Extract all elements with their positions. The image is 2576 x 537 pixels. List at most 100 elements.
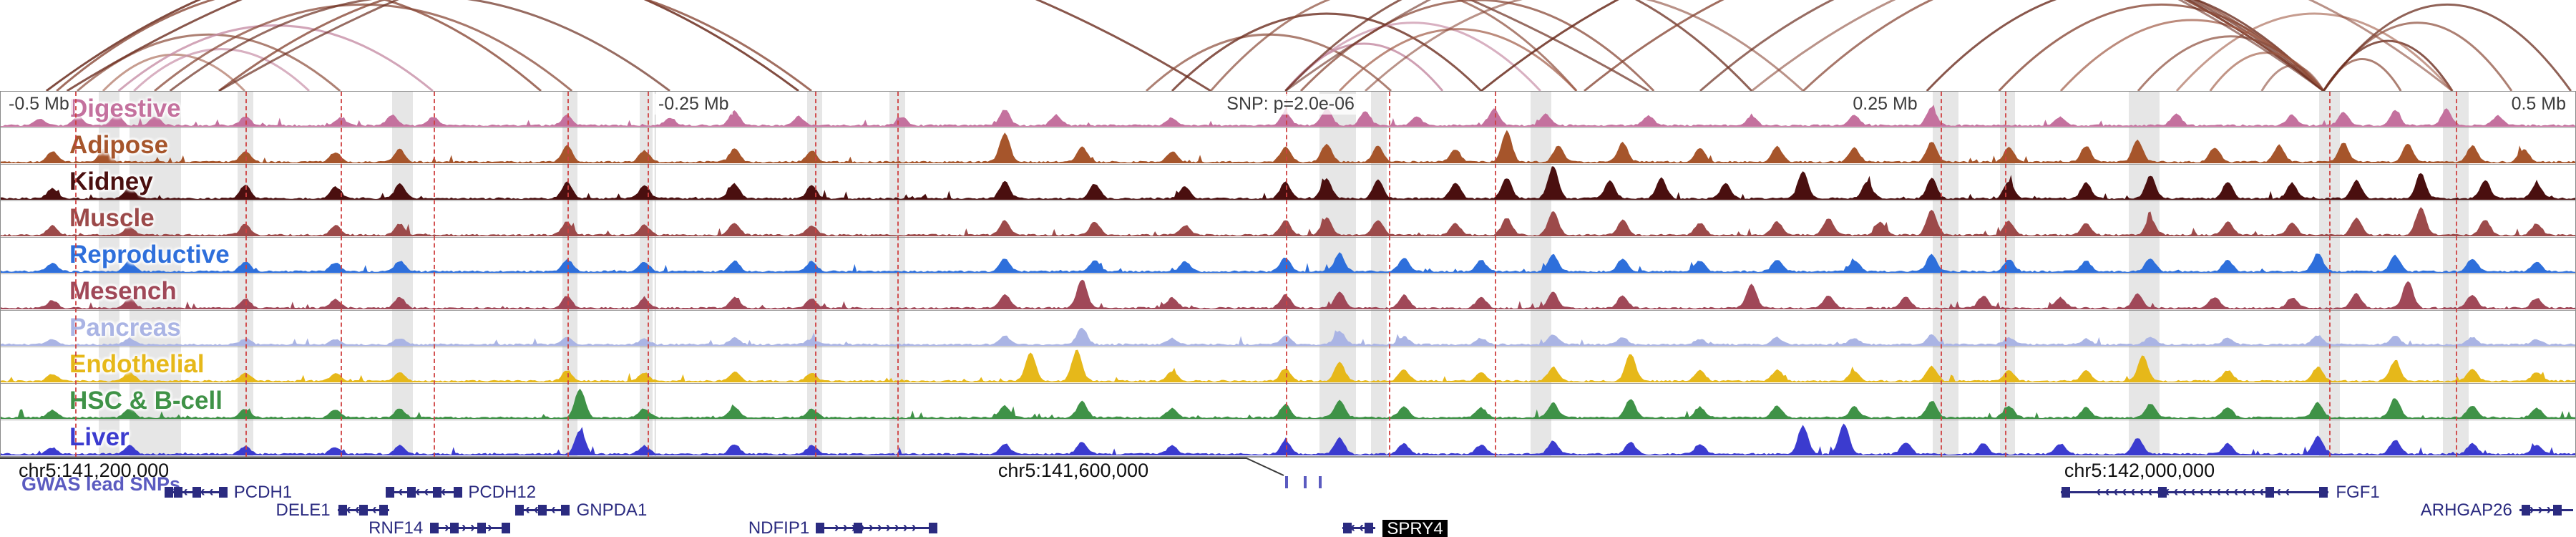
track-row-muscle[interactable]: Muscle <box>1 201 2575 238</box>
snp-pvalue-label: SNP: p=2.0e-06 <box>1223 94 1358 115</box>
ruler-leader-line <box>0 458 1284 476</box>
gene-exon <box>1365 523 1374 533</box>
highlight-band <box>130 92 181 457</box>
gene-body-gnpda1[interactable]: ‹‹‹‹ <box>515 502 570 518</box>
highlight-band <box>639 92 653 457</box>
gene-label-spry4[interactable]: SPRY4 <box>1382 520 1448 537</box>
track-row-liver[interactable]: Liver <box>1 420 2575 457</box>
track-row-hsc-b-cell[interactable]: HSC & B-cell <box>1 384 2575 420</box>
gene-exon <box>379 505 389 516</box>
track-label-mesench[interactable]: Mesench <box>69 277 177 305</box>
highlight-band <box>238 92 253 457</box>
interaction-arc <box>2322 4 2572 91</box>
track-row-endothelial[interactable]: Endothelial <box>1 347 2575 384</box>
signal-path <box>1 279 2575 309</box>
interaction-arc <box>1209 0 1578 91</box>
gene-intron-line <box>2061 491 2329 493</box>
gene-exon <box>816 523 825 533</box>
gene-label-pcdh1[interactable]: PCDH1 <box>233 483 293 502</box>
gene-exon <box>449 523 459 533</box>
interaction-arc <box>169 0 670 91</box>
gene-exon <box>2521 505 2530 516</box>
gene-body-pcdh1[interactable]: ‹‹‹‹‹ <box>164 484 228 500</box>
gene-label-fgf1[interactable]: FGF1 <box>2336 483 2380 502</box>
snp-dashed-line <box>647 92 649 457</box>
interaction-arc <box>1802 0 2325 91</box>
gene-exon <box>432 487 441 498</box>
interaction-arc <box>1284 21 1541 91</box>
coordinate-label-center: chr5:141,600,000 <box>997 460 1149 481</box>
track-row-kidney[interactable]: Kidney <box>1 165 2575 201</box>
track-row-pancreas[interactable]: Pancreas <box>1 311 2575 347</box>
gwas-snp-tick <box>1319 476 1322 488</box>
strand-right-arrows-icon: ›››››››››› <box>834 520 920 536</box>
gene-body-rnf14[interactable]: ›››››› <box>429 520 511 536</box>
track-label-pancreas[interactable]: Pancreas <box>69 314 181 342</box>
interaction-arc <box>1926 0 2325 91</box>
gene-intron-line <box>1342 527 1376 529</box>
snp-dashed-line <box>897 92 899 457</box>
gene-label-pcdh12[interactable]: PCDH12 <box>468 483 537 502</box>
track-label-kidney[interactable]: Kidney <box>69 168 153 195</box>
gene-exon <box>502 523 511 533</box>
ruler-label-plus-0.25mb: 0.25 Mb <box>1849 94 1921 115</box>
snp-dashed-line <box>2329 92 2331 457</box>
track-label-digestive[interactable]: Digestive <box>69 95 181 122</box>
track-row-digestive[interactable]: Digestive <box>1 92 2575 128</box>
gene-body-ndfip1[interactable]: ›››››››››› <box>816 520 938 536</box>
track-row-mesench[interactable]: Mesench <box>1 274 2575 311</box>
track-label-hsc-b-cell[interactable]: HSC & B-cell <box>69 387 223 415</box>
track-label-muscle[interactable]: Muscle <box>69 204 155 232</box>
track-row-reproductive[interactable]: Reproductive <box>1 238 2575 274</box>
snp-dashed-line <box>1286 92 1288 457</box>
gene-body-spry4[interactable]: ‹‹ <box>1342 520 1376 536</box>
interaction-arc <box>102 53 246 91</box>
interaction-arc <box>66 0 1211 91</box>
gene-label-arhgap26[interactable]: ARHGAP26 <box>2420 500 2512 520</box>
highlight-band <box>1531 92 1552 457</box>
signal-path <box>1 166 2575 200</box>
interaction-arc <box>1699 0 2325 91</box>
interaction-arc <box>2175 12 2454 91</box>
gwas-track-label: GWAS lead SNPs <box>21 473 181 495</box>
signal-track-panel[interactable]: Digestive Adipose Kidney Muscle Reproductive… <box>0 91 2576 458</box>
gene-annotation-track: ‹‹‹‹‹PCDH1‹‹‹‹‹‹PCDH12‹‹‹‹‹‹‹‹‹‹‹‹‹‹‹‹‹‹… <box>0 484 2576 537</box>
gene-exon <box>174 487 183 498</box>
signal-path <box>1 252 2575 273</box>
gene-label-ndfip1[interactable]: NDFIP1 <box>748 518 810 537</box>
gwas-lead-snps-track[interactable]: GWAS lead SNPs <box>0 473 2576 495</box>
track-label-endothelial[interactable]: Endothelial <box>69 350 205 378</box>
gwas-snp-tick <box>1303 476 1307 488</box>
interaction-arc <box>1480 0 2325 91</box>
track-label-reproductive[interactable]: Reproductive <box>69 241 230 268</box>
signal-plot-mesench <box>1 279 2575 309</box>
gene-exon <box>338 505 347 516</box>
signal-plot-reproductive <box>1 252 2575 273</box>
interaction-arc <box>1751 0 2454 91</box>
gene-label-gnpda1[interactable]: GNPDA1 <box>576 500 648 520</box>
track-row-adipose[interactable]: Adipose <box>1 128 2575 165</box>
track-label-liver[interactable]: Liver <box>69 423 130 451</box>
signal-path <box>1 423 2575 455</box>
coordinate-label-left: chr5:141,200,000 <box>19 460 170 481</box>
gene-body-fgf1[interactable]: ‹‹‹‹‹‹‹‹‹‹‹‹‹‹‹‹‹‹‹‹‹‹‹ <box>2061 484 2329 500</box>
interaction-arc <box>1284 0 1753 91</box>
snp-dashed-line <box>1940 92 1942 457</box>
snp-dashed-line <box>567 92 569 457</box>
gene-body-arhgap26[interactable]: ›››› <box>2519 502 2574 518</box>
snp-dashed-line <box>75 92 77 457</box>
gene-intron-line <box>430 527 510 529</box>
interaction-arcs-panel <box>45 0 2572 91</box>
interaction-arc <box>1338 28 1578 91</box>
gene-body-pcdh12[interactable]: ‹‹‹‹‹‹ <box>386 484 463 500</box>
track-label-adipose[interactable]: Adipose <box>69 131 169 159</box>
gene-body-dele1[interactable]: ‹‹‹‹ <box>337 502 389 518</box>
gene-intron-line <box>386 491 462 493</box>
signal-plot-liver <box>1 423 2575 455</box>
gene-label-dele1[interactable]: DELE1 <box>275 500 331 520</box>
interaction-arc <box>2260 64 2325 91</box>
strand-left-arrows-icon: ‹‹ <box>1350 520 1367 536</box>
signal-plot-pancreas <box>1 327 2575 346</box>
gene-label-rnf14[interactable]: RNF14 <box>369 518 424 537</box>
coordinate-ruler: chr5:141,200,000 chr5:141,600,000 chr5:1… <box>0 457 2576 481</box>
